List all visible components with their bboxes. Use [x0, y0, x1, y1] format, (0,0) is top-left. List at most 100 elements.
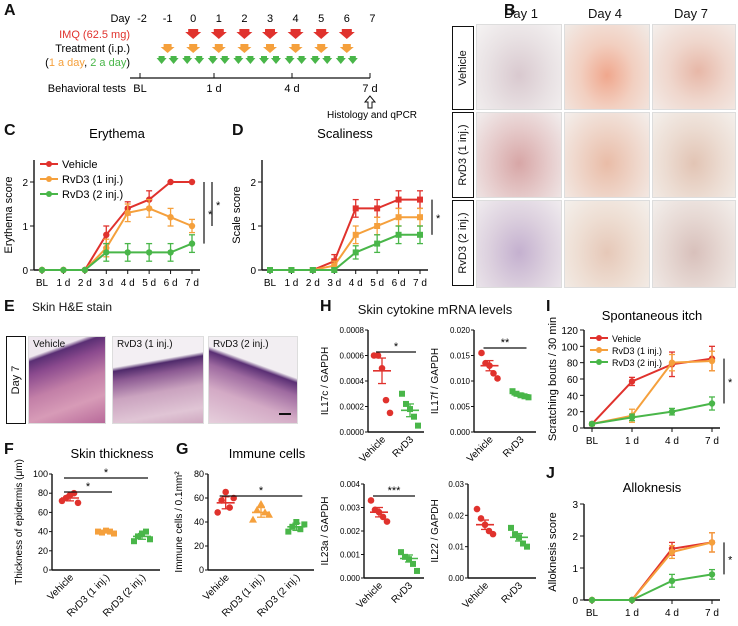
- data-point: [188, 240, 196, 247]
- skin-photo-rvd3-2-day7: [652, 200, 736, 288]
- data-point: [74, 499, 82, 507]
- data-point: [331, 262, 338, 269]
- data-point: [367, 497, 375, 504]
- photo-row-label-rvd3-1: RvD3 (1 inj.): [452, 112, 474, 198]
- y-tick-label: 0.00: [448, 574, 464, 583]
- series-line: [592, 573, 713, 601]
- x-tick-label: Vehicle: [358, 434, 389, 465]
- day-tick-label: 2: [241, 13, 247, 25]
- y-axis-label: IL17c / GAPDH: [320, 347, 331, 415]
- data-point: [103, 231, 110, 238]
- chart-title: Erythema: [89, 126, 145, 141]
- day-tick-label: -1: [163, 13, 173, 25]
- legend-marker: [46, 161, 52, 167]
- y-tick-label: 0: [22, 266, 28, 277]
- panel-letter-h: H: [320, 298, 332, 315]
- data-point: [293, 519, 300, 525]
- x-tick-label: Vehicle: [355, 580, 386, 611]
- data-point: [402, 553, 408, 560]
- treatment-2day-arrow-icon: [271, 56, 281, 64]
- y-tick-label: 0.01: [448, 543, 464, 552]
- y-tick-label: 3: [572, 500, 578, 511]
- legend-label: RvD3 (1 inj.): [612, 346, 662, 356]
- y-tick-label: 0.0002: [340, 403, 365, 412]
- treatment-2day-arrow-icon: [182, 56, 193, 64]
- treatment-2day-arrow-icon: [347, 56, 358, 64]
- data-point: [477, 515, 485, 522]
- photo-col-title-day1: Day 1: [504, 6, 538, 21]
- data-point: [395, 231, 402, 238]
- skin-photo-vehicle-day7: [652, 24, 736, 110]
- y-tick-label: 40: [567, 391, 579, 402]
- x-tick-label: 7 d: [185, 278, 199, 289]
- chart-erythema: Erythema 0 1 2 BL 1 d 2 d 3 d 4 d 5 d 6 d 7 d Erythe…: [3, 126, 221, 289]
- data-point: [352, 205, 359, 212]
- data-point: [265, 510, 273, 518]
- data-point: [249, 515, 257, 523]
- data-point: [297, 526, 304, 533]
- significance-label: ***: [388, 485, 402, 497]
- treatment-legend: (1 a day, 2 a day): [45, 57, 130, 69]
- legend-marker: [596, 347, 602, 353]
- x-tick-label: 4 d: [349, 278, 363, 289]
- y-axis-label: Scale score: [231, 186, 243, 243]
- photo-row-label-rvd3-2: RvD3 (2 inj.): [452, 200, 474, 286]
- y-axis-label: Scratching bouts / 30 min: [547, 317, 559, 441]
- treatment-1day-arrow-icon: [186, 44, 201, 53]
- data-point: [708, 571, 716, 578]
- data-point: [131, 538, 137, 545]
- photo-col-title-day7: Day 7: [674, 6, 708, 21]
- y-tick-label: 0: [43, 565, 48, 575]
- data-point: [668, 359, 676, 366]
- imq-arrow-icon: [185, 29, 202, 39]
- x-tick-label: 7 d: [413, 278, 427, 289]
- imq-arrow-icon: [287, 29, 304, 39]
- photo-col-title-day4: Day 4: [588, 6, 622, 21]
- treatment-2day-arrow-icon: [322, 56, 333, 64]
- data-point: [395, 214, 402, 221]
- he-image-rvd3-1: RvD3 (1 inj.): [112, 336, 204, 424]
- x-tick-label: 1 d: [625, 436, 639, 447]
- chart-title: Spontaneous itch: [602, 308, 702, 323]
- y-tick-label: 2: [22, 178, 28, 189]
- significance-label: **: [501, 337, 510, 349]
- data-point: [288, 267, 295, 273]
- x-tick-label: Vehicle: [201, 572, 232, 603]
- data-point: [188, 178, 196, 186]
- data-point: [226, 504, 233, 511]
- y-axis-label: IL17f / GAPDH: [430, 348, 441, 414]
- skin-photo-vehicle-day4: [564, 24, 650, 110]
- data-point: [145, 205, 153, 212]
- data-point: [415, 422, 421, 429]
- histology-arrow-icon: [363, 95, 377, 109]
- treatment-2day-arrow-icon: [296, 56, 307, 64]
- data-point: [383, 518, 391, 525]
- chart-scaliness: Scaliness 0 1 2 BL 1 d 2 d 3 d 4 d 5 d 6 d 7 d Scale…: [231, 126, 441, 289]
- x-tick-label: 5 d: [370, 278, 384, 289]
- skin-photo-rvd3-1-day1: [476, 112, 562, 198]
- legend-marker: [46, 176, 52, 182]
- chart-title: Alloknesis: [623, 480, 682, 495]
- x-tick-label: RvD3: [501, 434, 527, 460]
- y-tick-label: 0: [572, 596, 578, 607]
- data-point: [374, 223, 381, 229]
- y-tick-label: 80: [38, 488, 48, 498]
- day-tick-label: 5: [318, 13, 324, 25]
- x-tick-label: Vehicle: [461, 580, 492, 611]
- y-tick-label: 0.000: [340, 574, 361, 583]
- cytokine-title: Skin cytokine mRNA levels: [357, 302, 513, 317]
- day-tick-label: 6: [344, 13, 350, 25]
- skin-photo-rvd3-1-day4: [564, 112, 650, 198]
- skin-photo-rvd3-2-day4: [564, 200, 650, 288]
- y-tick-label: 1: [250, 222, 256, 233]
- data-point: [417, 231, 423, 238]
- legend-label: RvD3 (2 inj.): [612, 358, 662, 368]
- imq-arrow-icon: [210, 29, 227, 39]
- x-tick-label: RvD3: [391, 434, 417, 460]
- y-tick-label: 100: [561, 342, 578, 353]
- treatment-1day-arrow-icon: [160, 44, 175, 53]
- y-tick-label: 0.000: [450, 428, 471, 437]
- panel-letter-b: B: [504, 2, 516, 19]
- day-tick-label: -2: [137, 13, 147, 25]
- skin-photo-rvd3-2-day1: [476, 200, 562, 288]
